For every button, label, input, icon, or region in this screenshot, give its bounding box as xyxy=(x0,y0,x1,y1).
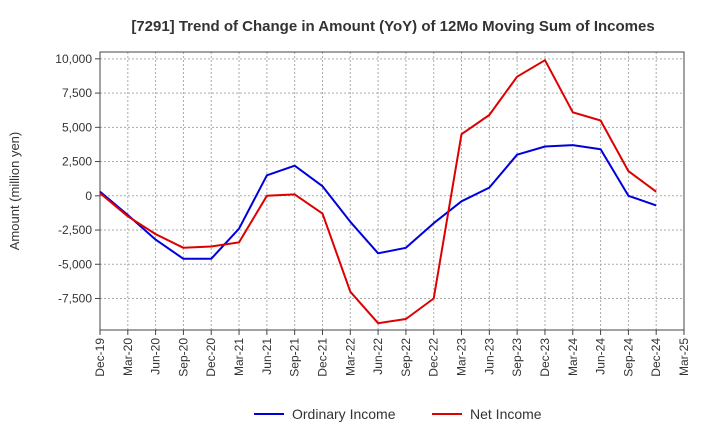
y-tick-label: 7,500 xyxy=(62,86,92,100)
x-tick-label: Sep-20 xyxy=(176,338,190,377)
x-tick-label: Jun-22 xyxy=(371,338,385,375)
x-axis: Dec-19 Mar-20 Jun-20 Sep-20 Dec-20 Mar-21 Jun-… xyxy=(93,330,691,377)
x-tick-label: Mar-21 xyxy=(232,338,246,376)
x-tick-label: Mar-23 xyxy=(455,338,469,376)
legend-label: Net Income xyxy=(470,406,542,422)
y-tick-label: 10,000 xyxy=(55,52,92,66)
chart-title: [7291] Trend of Change in Amount (YoY) o… xyxy=(131,18,654,35)
x-tick-label: Mar-22 xyxy=(343,338,357,376)
y-tick-label: 5,000 xyxy=(62,120,92,134)
series-line-net-income xyxy=(100,60,656,323)
x-tick-label: Dec-21 xyxy=(315,338,329,377)
y-axis: 10,000 7,500 5,000 2,500 0 -2,500 -5,000 -7,500 xyxy=(55,52,100,306)
y-axis-label: Amount (million yen) xyxy=(7,132,22,251)
y-tick-label: -5,000 xyxy=(58,257,92,271)
legend: Ordinary Income Net Income xyxy=(254,406,542,422)
x-tick-label: Dec-19 xyxy=(93,338,107,377)
x-tick-label: Sep-23 xyxy=(510,338,524,377)
x-tick-label: Mar-24 xyxy=(566,338,580,376)
x-tick-label: Dec-23 xyxy=(538,338,552,377)
y-tick-label: -7,500 xyxy=(58,292,92,306)
x-tick-label: Jun-20 xyxy=(149,338,163,375)
x-tick-label: Mar-20 xyxy=(121,338,135,376)
x-tick-label: Jun-23 xyxy=(482,338,496,375)
x-tick-label: Dec-20 xyxy=(204,338,218,377)
x-tick-label: Sep-21 xyxy=(288,338,302,377)
legend-label: Ordinary Income xyxy=(292,406,396,422)
plot-frame xyxy=(100,52,684,330)
x-tick-label: Dec-24 xyxy=(649,338,663,377)
grid xyxy=(100,52,684,330)
x-tick-label: Dec-22 xyxy=(427,338,441,377)
y-tick-label: -2,500 xyxy=(58,223,92,237)
x-tick-label: Sep-22 xyxy=(399,338,413,377)
y-tick-label: 2,500 xyxy=(62,155,92,169)
x-tick-label: Mar-25 xyxy=(677,338,691,376)
series-group xyxy=(100,60,656,323)
y-tick-label: 0 xyxy=(85,189,92,203)
x-tick-label: Sep-24 xyxy=(621,338,635,377)
x-tick-label: Jun-21 xyxy=(260,338,274,375)
x-tick-label: Jun-24 xyxy=(594,338,608,375)
